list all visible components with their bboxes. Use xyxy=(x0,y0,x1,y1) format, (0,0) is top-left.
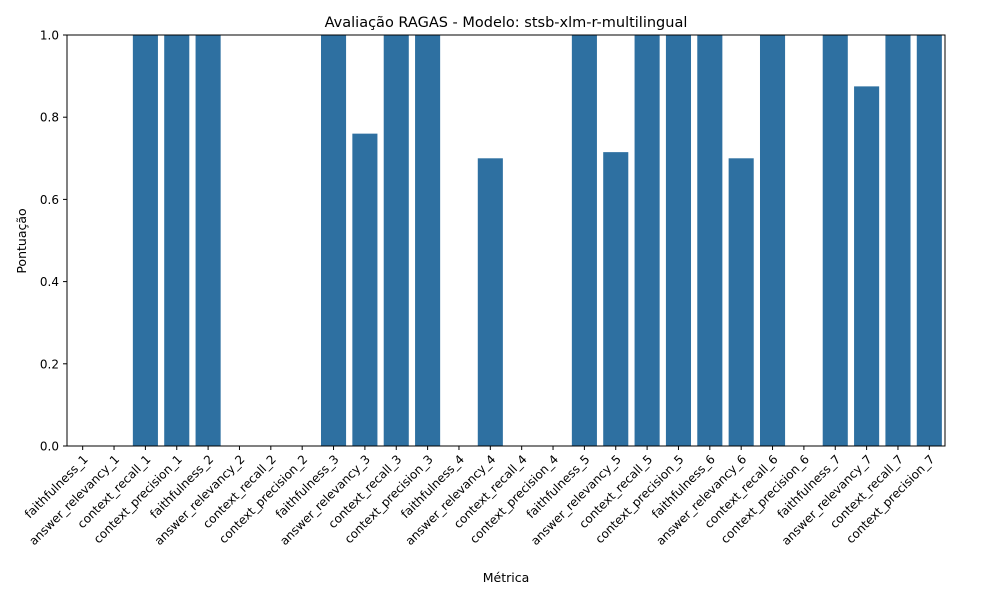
bar-faithfulness_7 xyxy=(822,35,848,446)
bar-context_precision_3 xyxy=(415,35,441,446)
y-tick-label: 1.0 xyxy=(40,29,59,43)
bar-faithfulness_3 xyxy=(320,35,347,446)
bar-faithfulness_6 xyxy=(697,35,723,446)
bar-context_precision_1 xyxy=(164,35,190,446)
bar-context_recall_7 xyxy=(885,35,911,446)
x-axis: faithfulness_1answer_relevancy_1context_… xyxy=(22,446,937,548)
y-tick-label: 0.6 xyxy=(40,193,59,207)
bar-context_recall_3 xyxy=(383,35,409,446)
y-tick-label: 0.2 xyxy=(40,357,59,371)
bar-answer_relevancy_3 xyxy=(352,133,378,446)
bars-layer xyxy=(132,35,942,447)
bar-context_recall_5 xyxy=(634,35,660,446)
bar-context_recall_1 xyxy=(132,35,158,446)
bar-context_recall_6 xyxy=(759,35,786,446)
bar-faithfulness_5 xyxy=(571,35,597,446)
y-axis: 0.0 0.2 0.4 0.6 0.8 1.0 xyxy=(40,29,67,454)
x-axis-label: Métrica xyxy=(483,570,530,585)
bar-answer_relevancy_5 xyxy=(603,152,629,446)
bar-answer_relevancy_7 xyxy=(854,86,880,446)
plot-frame xyxy=(66,34,946,447)
y-tick-label: 0.0 xyxy=(40,440,59,454)
bar-context_precision_7 xyxy=(916,35,942,446)
y-tick-label: 0.8 xyxy=(40,111,59,125)
bar-answer_relevancy_4 xyxy=(477,158,503,447)
bar-context_precision_5 xyxy=(665,35,692,446)
y-tick-label: 0.4 xyxy=(40,275,59,289)
bar-faithfulness_2 xyxy=(195,35,221,446)
y-axis-label: Pontuação xyxy=(14,208,29,273)
chart-title: Avaliação RAGAS - Modelo: stsb-xlm-r-mul… xyxy=(325,15,688,31)
bar-answer_relevancy_6 xyxy=(728,158,754,447)
